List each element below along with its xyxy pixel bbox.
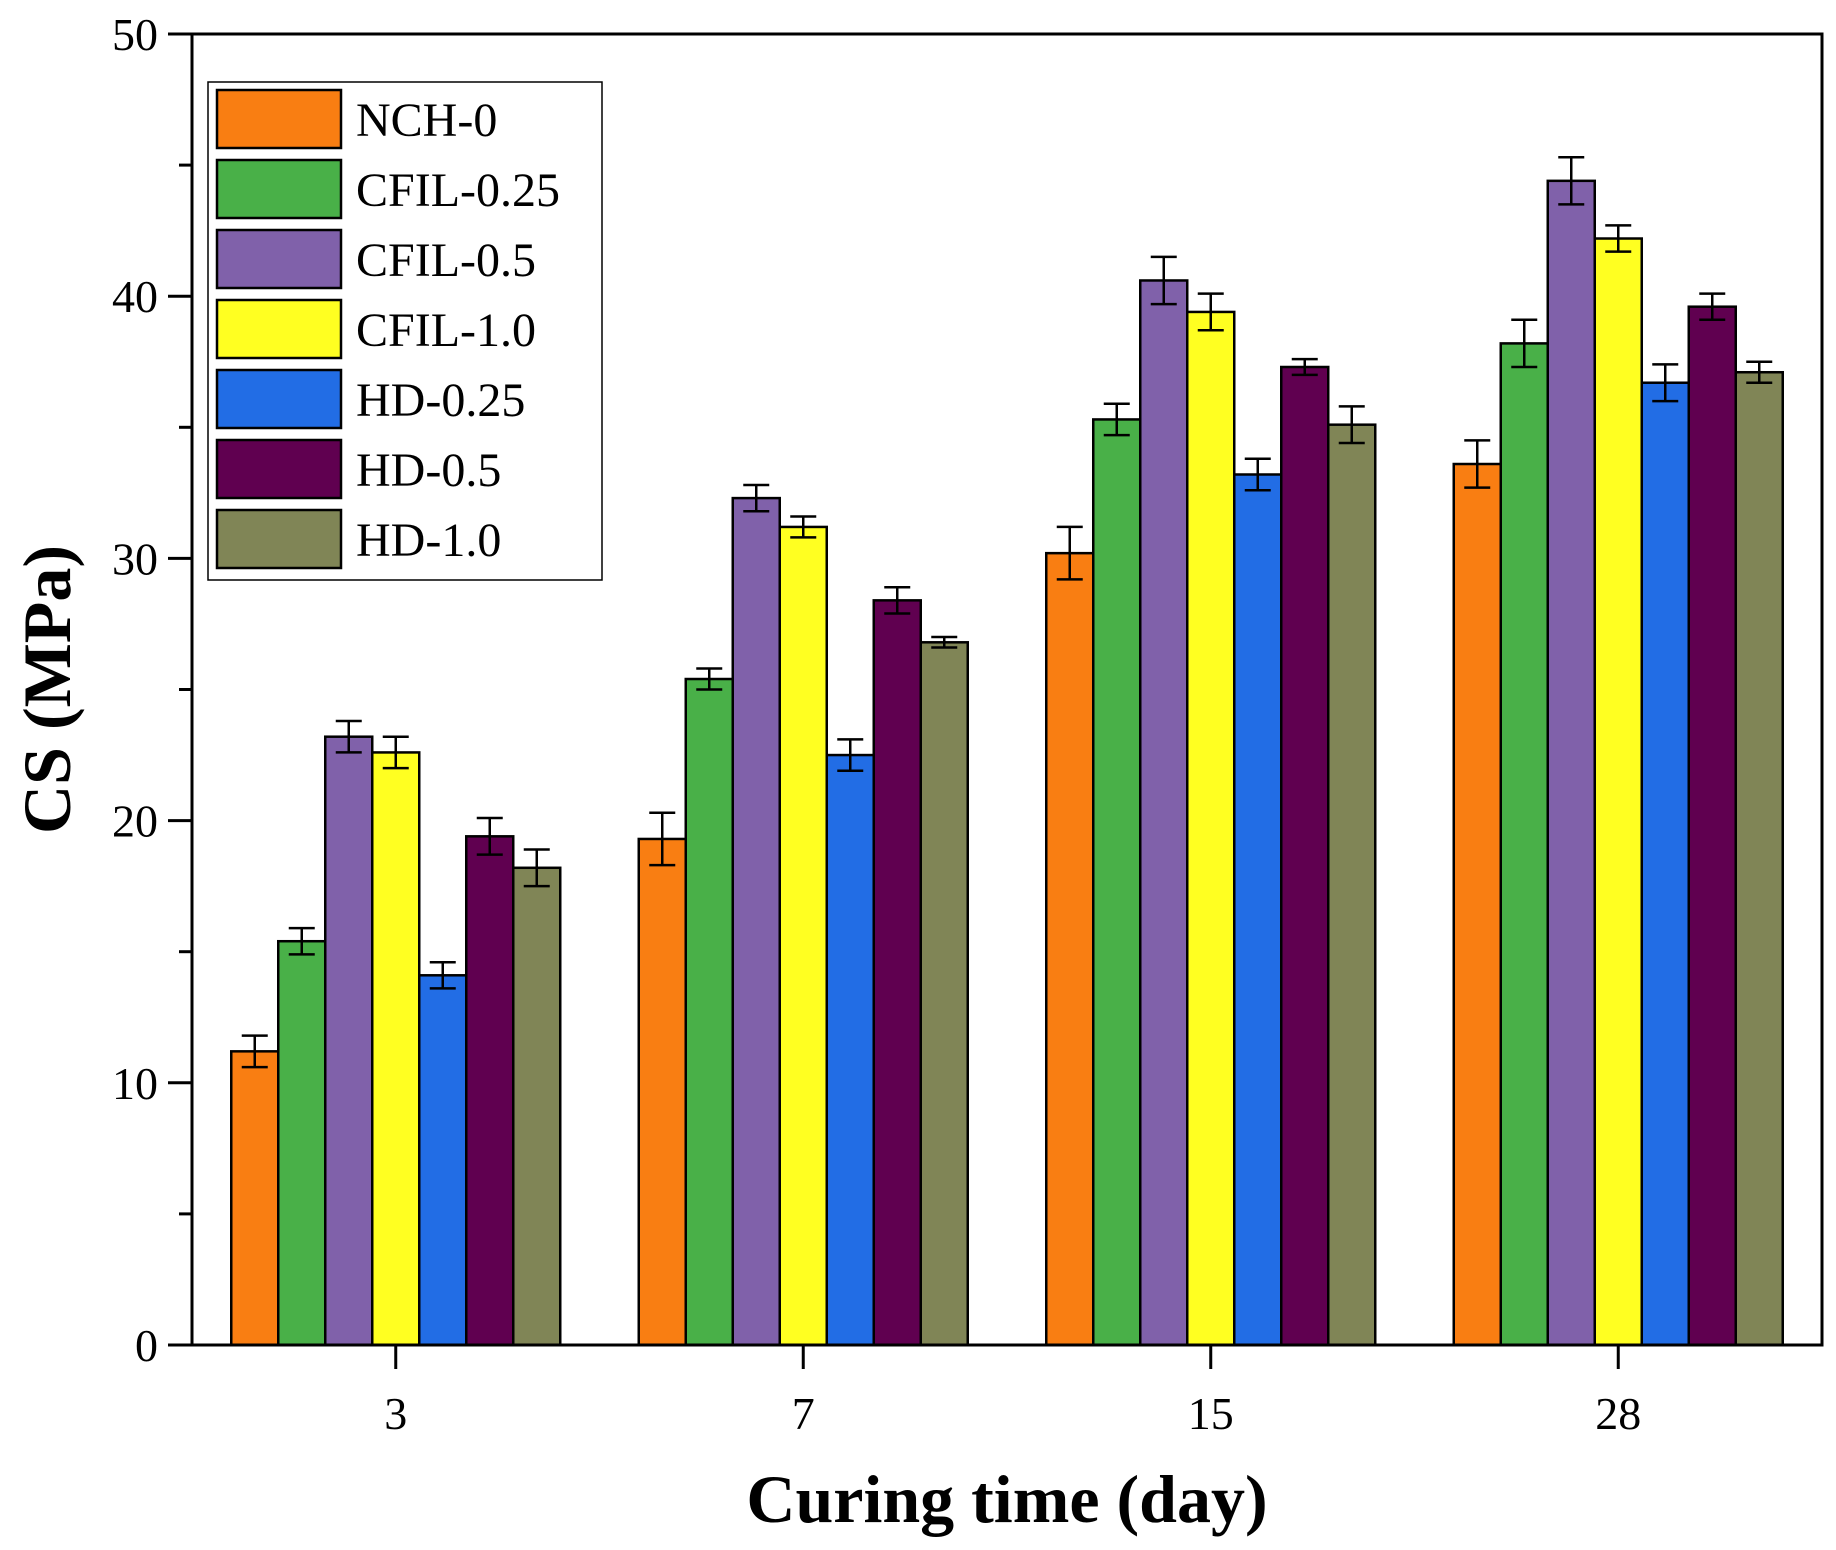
bar: [465, 835, 515, 1347]
bar: [1734, 370, 1784, 1347]
error-bar: [649, 811, 676, 867]
x-tick-label: 28: [1595, 1388, 1641, 1439]
error-bar: [1746, 360, 1773, 384]
legend-item: CFIL-0.25: [215, 158, 560, 220]
bar: [371, 751, 421, 1347]
error-bar: [1511, 318, 1538, 369]
legend-swatch: [215, 438, 343, 500]
legend: NCH-0 CFIL-0.25 CFIL-0.5 CFIL-1.0 HD-0.25 HD-…: [207, 81, 603, 581]
legend-item: HD-0.25: [215, 368, 525, 430]
error-bar: [931, 635, 958, 649]
bar: [418, 974, 468, 1347]
legend-item: CFIL-1.0: [215, 298, 536, 360]
bar: [277, 939, 327, 1347]
y-tick-label: 50: [112, 9, 158, 60]
bar: [1593, 237, 1643, 1347]
error-bar: [1605, 224, 1632, 253]
legend-label: CFIL-1.0: [356, 304, 536, 357]
error-bar: [1150, 255, 1177, 306]
legend-swatch: [215, 158, 343, 220]
error-bar: [1197, 292, 1224, 332]
legend-label: HD-0.5: [356, 444, 501, 497]
error-bar: [1652, 363, 1679, 403]
bar: [1045, 551, 1095, 1347]
error-bar: [1338, 405, 1365, 445]
bar: [637, 837, 687, 1347]
error-bar: [1699, 292, 1726, 322]
bar: [512, 866, 562, 1347]
error-bar: [1291, 357, 1318, 377]
y-tick-label: 0: [135, 1320, 158, 1371]
bar: [731, 496, 781, 1347]
error-bar: [790, 515, 817, 539]
error-bar: [884, 585, 911, 615]
bar: [1233, 473, 1283, 1347]
x-axis-title: Curing time (day): [746, 1461, 1267, 1537]
error-bar: [288, 926, 315, 956]
error-bar: [429, 960, 456, 990]
legend-swatch: [215, 228, 343, 290]
legend-item: NCH-0: [215, 88, 497, 150]
error-bar: [1103, 402, 1130, 437]
bar: [872, 599, 922, 1347]
error-bar: [476, 816, 503, 856]
error-bar: [837, 738, 864, 773]
bar: [1327, 423, 1377, 1347]
legend-swatch: [215, 88, 343, 150]
bar: [1280, 365, 1330, 1347]
y-tick-label: 40: [112, 271, 158, 322]
bar: [1687, 305, 1737, 1347]
legend-swatch: [215, 298, 343, 360]
x-tick-label: 15: [1188, 1388, 1234, 1439]
legend-item: CFIL-0.5: [215, 228, 536, 290]
bar: [1640, 381, 1690, 1347]
error-bar: [743, 483, 770, 513]
bar: [1499, 342, 1549, 1347]
bar: [1186, 310, 1236, 1347]
bar: [324, 735, 374, 1347]
error-bar: [1056, 525, 1083, 581]
legend-swatch: [215, 368, 343, 430]
legend-label: NCH-0: [356, 94, 497, 147]
bar: [684, 677, 734, 1347]
error-bar: [382, 735, 409, 770]
y-tick-label: 10: [112, 1058, 158, 1109]
y-tick-label: 20: [112, 796, 158, 847]
y-ticks-layer: 0 10 20 30 40 50: [112, 9, 192, 1371]
y-axis-title: CS (MPa): [9, 545, 85, 834]
bar: [1139, 279, 1189, 1347]
x-ticks-layer: 3 7 15 28: [384, 1345, 1641, 1439]
bars-layer: [230, 179, 1784, 1347]
bar: [825, 753, 875, 1347]
bar: [1546, 179, 1596, 1347]
error-bar: [696, 667, 723, 691]
legend-label: CFIL-0.5: [356, 234, 536, 287]
error-bar: [335, 719, 362, 754]
legend-item: HD-0.5: [215, 438, 501, 500]
bar: [919, 641, 969, 1347]
x-tick-label: 3: [384, 1388, 407, 1439]
legend-label: CFIL-0.25: [356, 164, 560, 217]
bar: [778, 525, 828, 1347]
legend-label: HD-1.0: [356, 514, 501, 567]
bar: [1452, 462, 1502, 1347]
error-bar: [1464, 439, 1491, 489]
error-bar: [523, 848, 550, 888]
error-bar: [1244, 457, 1271, 492]
legend-label: HD-0.25: [356, 374, 525, 427]
error-bar: [1558, 155, 1585, 206]
y-tick-label: 30: [112, 533, 158, 584]
legend-swatch: [215, 508, 343, 570]
error-bars-layer: [241, 155, 1773, 1069]
bar: [1092, 418, 1142, 1347]
x-tick-label: 7: [792, 1388, 815, 1439]
error-bar: [241, 1034, 268, 1069]
legend-item: HD-1.0: [215, 508, 501, 570]
bar: [230, 1050, 280, 1347]
